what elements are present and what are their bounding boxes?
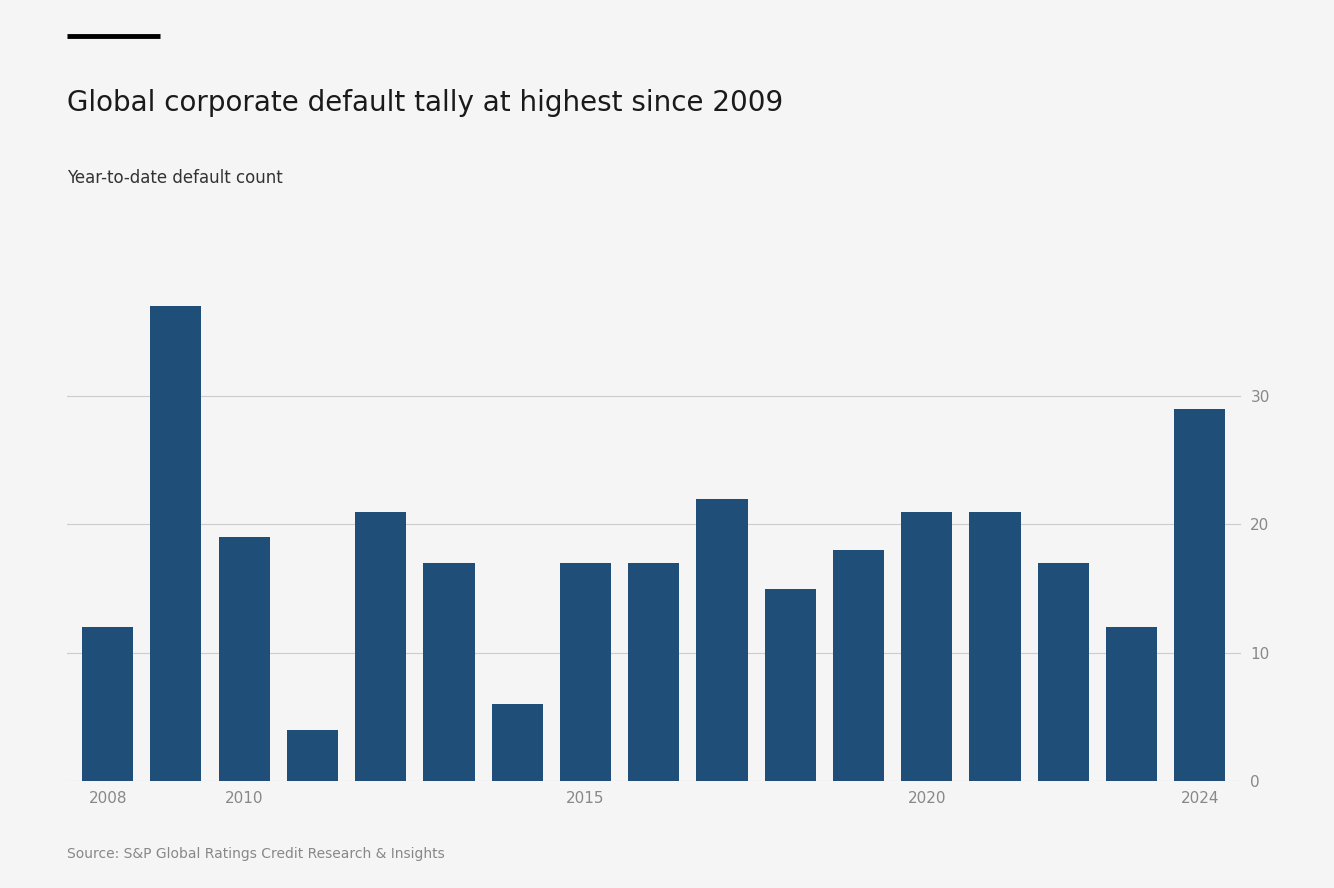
Bar — [832, 550, 884, 781]
Bar — [696, 499, 747, 781]
Bar — [151, 305, 201, 781]
Bar — [764, 589, 816, 781]
Text: Global corporate default tally at highest since 2009: Global corporate default tally at highes… — [67, 89, 783, 117]
Bar — [287, 730, 338, 781]
Bar — [560, 563, 611, 781]
Bar — [900, 511, 952, 781]
Bar — [83, 627, 133, 781]
Text: Source: S&P Global Ratings Credit Research & Insights: Source: S&P Global Ratings Credit Resear… — [67, 847, 444, 861]
Bar — [970, 511, 1021, 781]
Bar — [1174, 408, 1225, 781]
Bar — [1038, 563, 1089, 781]
Bar — [628, 563, 679, 781]
Bar — [355, 511, 407, 781]
Bar — [1106, 627, 1157, 781]
Bar — [491, 704, 543, 781]
Bar — [423, 563, 475, 781]
Bar — [219, 537, 269, 781]
Text: Year-to-date default count: Year-to-date default count — [67, 169, 283, 186]
